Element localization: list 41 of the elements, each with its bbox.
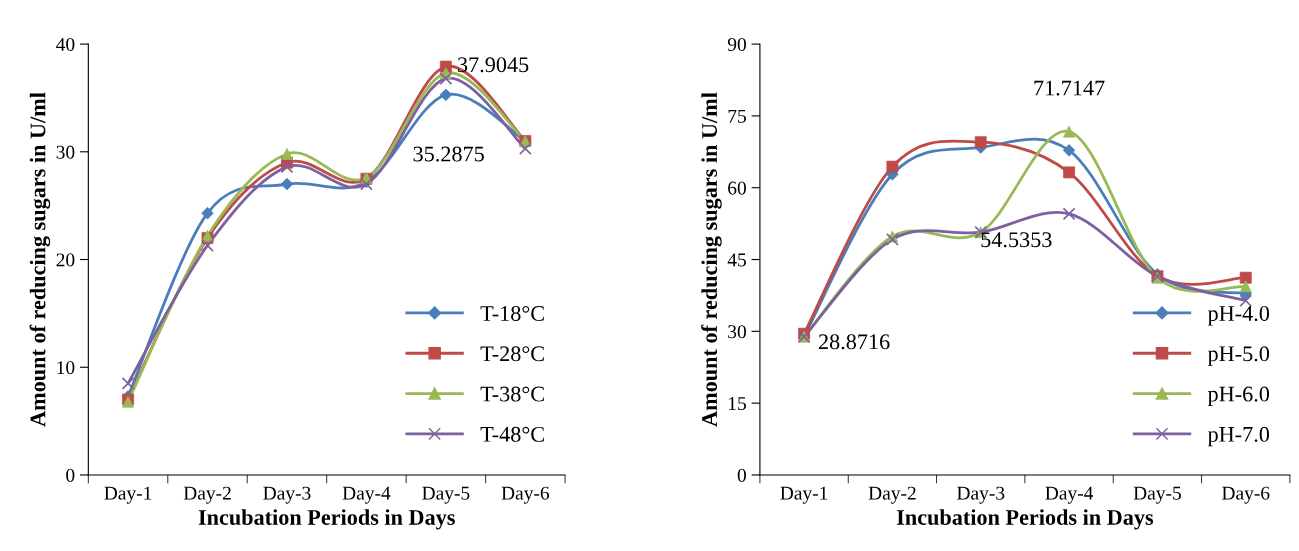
y-tick-label: 75 xyxy=(728,109,746,123)
legend-label: T-28°C xyxy=(480,346,544,362)
y-tick-label: 20 xyxy=(56,253,75,267)
y-tick-label: 30 xyxy=(56,145,75,159)
annotation: 28.8716 xyxy=(818,334,890,350)
legend-label: pH-6.0 xyxy=(1207,386,1270,407)
x-axis-title: Incubation Periods in Days xyxy=(198,509,455,530)
y-tick-label: 0 xyxy=(66,468,75,482)
x-tick-label: Day-5 xyxy=(1133,486,1181,504)
legend-label: T-18°C xyxy=(480,305,544,321)
annotation: 71.7147 xyxy=(1034,80,1105,96)
x-tick-label: Day-4 xyxy=(1045,486,1094,504)
x-axis-title: Incubation Periods in Days xyxy=(896,509,1154,530)
x-tick-label: Day-6 xyxy=(1222,486,1270,504)
annotation: 37.9045 xyxy=(458,57,529,73)
annotation: 54.5353 xyxy=(981,232,1052,248)
y-tick-label: 0 xyxy=(737,468,746,482)
x-tick-label: Day-3 xyxy=(263,486,311,504)
x-tick-label: Day-5 xyxy=(422,486,470,504)
y-tick-label: 30 xyxy=(728,325,746,339)
y-axis-title: Amount of reducing sugars in U/ml xyxy=(701,92,722,427)
legend-label: T-48°C xyxy=(480,426,544,442)
x-tick-label: Day-4 xyxy=(342,486,391,504)
legend-label: pH-5.0 xyxy=(1207,346,1270,366)
y-tick-label: 40 xyxy=(56,37,75,52)
y-tick-label: 90 xyxy=(727,37,746,52)
x-tick-label: Day-3 xyxy=(957,486,1005,504)
legend-label: pH-4.0 xyxy=(1207,305,1270,326)
y-tick-label: 10 xyxy=(57,361,75,375)
x-tick-label: Day-2 xyxy=(183,486,231,504)
y-tick-label: 15 xyxy=(728,397,746,411)
y-axis-title: Amount of reducing sugars in U/ml xyxy=(29,92,51,427)
y-tick-label: 60 xyxy=(728,181,746,195)
x-tick-label: Day-2 xyxy=(868,486,916,504)
legend-label: pH-7.0 xyxy=(1207,426,1270,447)
x-tick-label: Day-6 xyxy=(501,486,550,504)
annotation: 35.2875 xyxy=(413,146,484,162)
x-tick-label: Day-1 xyxy=(104,486,152,504)
y-tick-label: 45 xyxy=(727,253,746,267)
x-tick-label: Day-1 xyxy=(780,486,828,504)
legend-label: T-38°C xyxy=(480,386,544,402)
